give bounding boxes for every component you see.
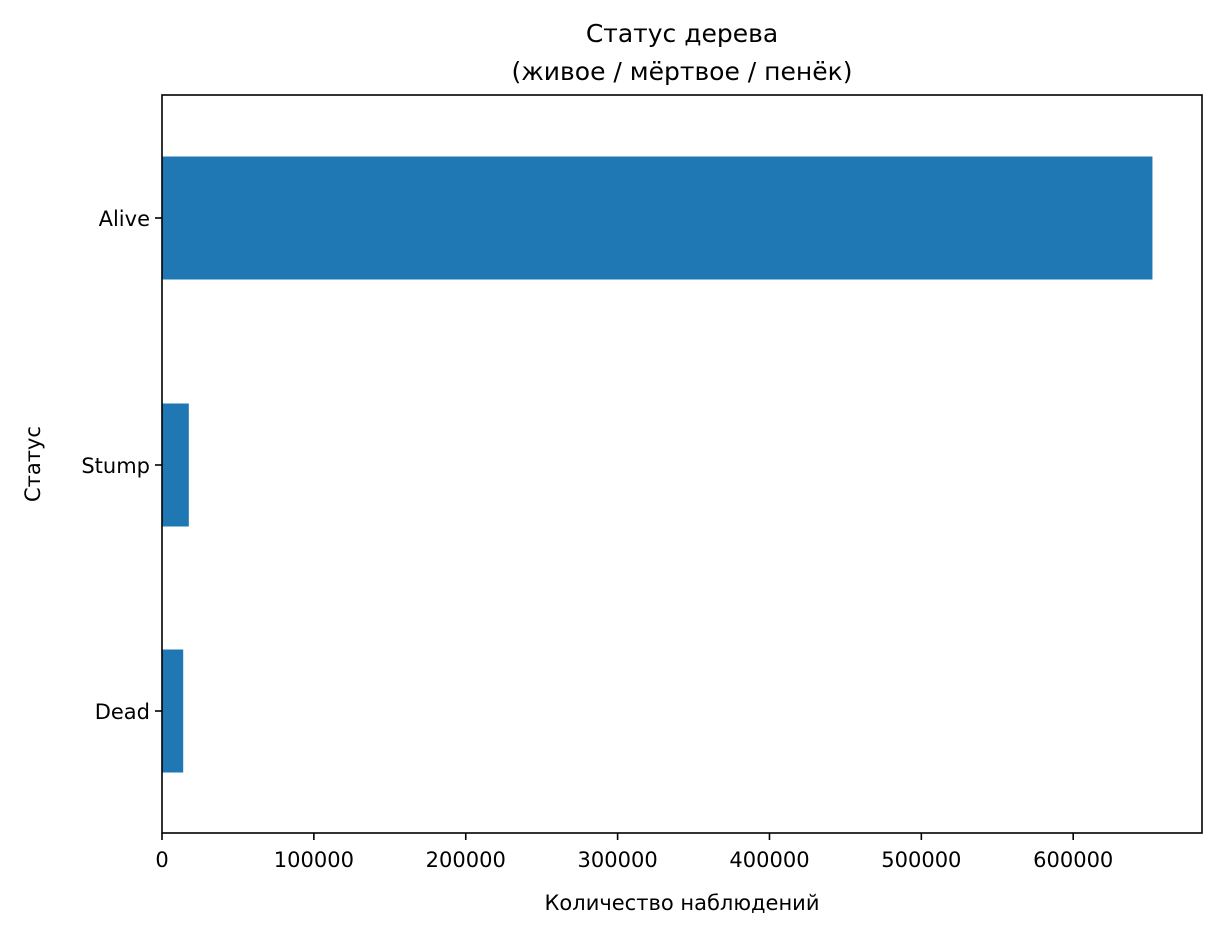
x-tick-label: 0 <box>155 848 168 872</box>
x-axis-label: Количество наблюдений <box>545 891 820 915</box>
x-tick-label: 100000 <box>274 848 354 872</box>
plot-frame <box>161 94 1203 834</box>
chart-subtitle: (живое / мёртвое / пенёк) <box>512 57 853 86</box>
chart-title: Статус дерева <box>586 19 778 48</box>
bar-dead <box>162 649 184 773</box>
y-tick-label: Alive <box>99 207 150 231</box>
x-tick-label: 300000 <box>578 848 658 872</box>
x-tick-label: 200000 <box>426 848 506 872</box>
x-tick-label: 600000 <box>1033 848 1113 872</box>
bar-alive <box>162 156 1153 280</box>
y-tick-label: Dead <box>95 700 150 724</box>
bars <box>162 156 1153 773</box>
y-axis-ticks: Alive Stump Dead <box>81 207 162 724</box>
x-tick-label: 400000 <box>729 848 809 872</box>
y-tick-label: Stump <box>81 454 150 478</box>
y-axis-label: Статус <box>21 426 45 502</box>
x-axis-ticks: 0 100000 200000 300000 400000 500000 600000 <box>155 833 1113 872</box>
bar-stump <box>162 403 189 527</box>
x-tick-label: 500000 <box>881 848 961 872</box>
